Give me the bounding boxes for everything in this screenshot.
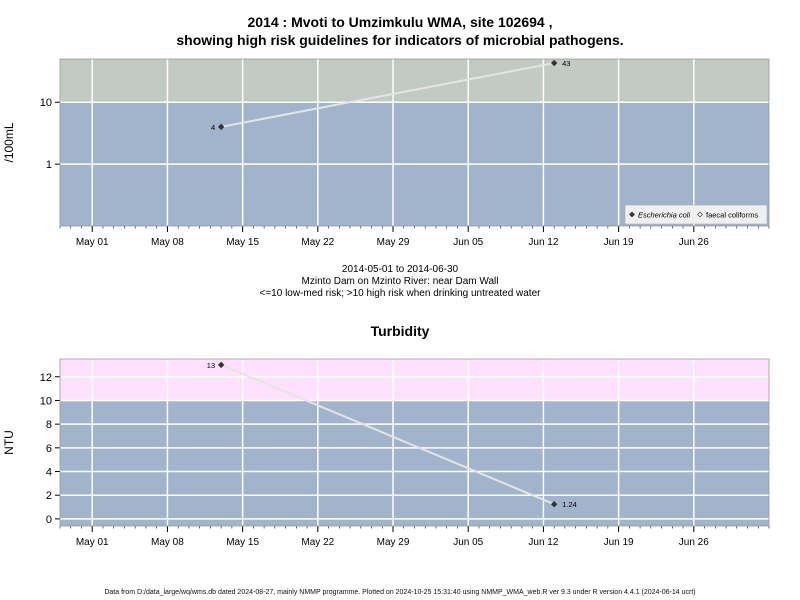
x-tick-label: Jun 12 xyxy=(528,237,558,248)
y-axis-label: NTU xyxy=(2,430,16,455)
x-tick-label: Jun 12 xyxy=(528,537,558,548)
x-tick-label: May 29 xyxy=(377,237,410,248)
y-tick-label: 10 xyxy=(40,395,52,407)
x-tick-label: May 22 xyxy=(301,537,334,548)
data-label: 43 xyxy=(562,59,570,68)
data-point-marker xyxy=(217,123,225,131)
data-point-marker xyxy=(217,361,225,369)
data-label: 13 xyxy=(207,361,215,370)
series-line xyxy=(220,62,555,128)
legend-box xyxy=(624,204,768,225)
y-tick-label: 8 xyxy=(46,419,52,431)
x-tick-label: Jun 19 xyxy=(604,537,634,548)
chart-title-line1: 2014 : Mvoti to Umzimkulu WMA, site 1026… xyxy=(247,14,553,30)
y-axis-label: /100mL xyxy=(2,122,16,162)
x-tick-label: Jun 19 xyxy=(604,237,634,248)
data-point-marker xyxy=(550,59,558,67)
legend-entry: Escherichia coli xyxy=(638,211,690,220)
data-label: 4 xyxy=(211,123,215,132)
x-tick-label: Jun 26 xyxy=(679,537,709,548)
x-tick-label: May 08 xyxy=(151,237,184,248)
ecoli-chart: May 01 May 08 May 15 May 22 May 29 Jun 05 Jun … xyxy=(2,58,770,248)
data-point-marker xyxy=(550,501,558,508)
x-tick-label: May 01 xyxy=(76,537,109,548)
x-tick-label: Jun 26 xyxy=(679,237,709,248)
x-tick-label: Jun 05 xyxy=(453,537,483,548)
plot-frame xyxy=(59,358,770,527)
x-tick-label: May 01 xyxy=(76,237,109,248)
x-tick-label: May 22 xyxy=(301,237,334,248)
data-label: 1.24 xyxy=(562,500,577,509)
high-risk-band xyxy=(60,59,769,103)
y-tick-label: 6 xyxy=(46,443,52,455)
data-source-footer: Data from D:/data_large/wq/wms.db dated … xyxy=(104,589,696,596)
y-tick-label: 10 xyxy=(40,97,52,109)
x-tick-label: May 29 xyxy=(377,537,410,548)
y-tick-label: 12 xyxy=(40,372,52,384)
x-tick-label: Jun 05 xyxy=(453,237,483,248)
legend-entry: faecal coliforms xyxy=(706,211,758,220)
y-tick-label: 4 xyxy=(46,467,52,479)
x-tick-label: May 15 xyxy=(226,237,259,248)
y-tick-label: 1 xyxy=(46,159,52,171)
x-tick-label: May 08 xyxy=(151,537,184,548)
chart-title-line2: showing high risk guidelines for indicat… xyxy=(176,32,624,48)
turbidity-chart: May 01 May 08 May 15 May 22 May 29 Jun 05 Jun … xyxy=(2,358,770,548)
y-tick-label: 0 xyxy=(46,514,52,526)
plot-frame xyxy=(59,58,770,227)
y-tick-label: 2 xyxy=(46,490,52,502)
date-range-caption: 2014-05-01 to 2014-06-30 xyxy=(341,264,459,275)
low-risk-band xyxy=(60,400,769,526)
risk-note-caption: <=10 low-med risk; >10 high risk when dr… xyxy=(259,288,541,299)
legend-filled-diamond-icon xyxy=(629,211,635,218)
legend-open-diamond-icon xyxy=(697,211,703,218)
turbidity-chart-title: Turbidity xyxy=(370,323,430,339)
x-tick-label: May 15 xyxy=(226,537,259,548)
high-risk-band xyxy=(60,359,769,401)
site-caption: Mzinto Dam on Mzinto River: near Dam Wal… xyxy=(301,276,499,287)
series-line xyxy=(220,363,555,506)
